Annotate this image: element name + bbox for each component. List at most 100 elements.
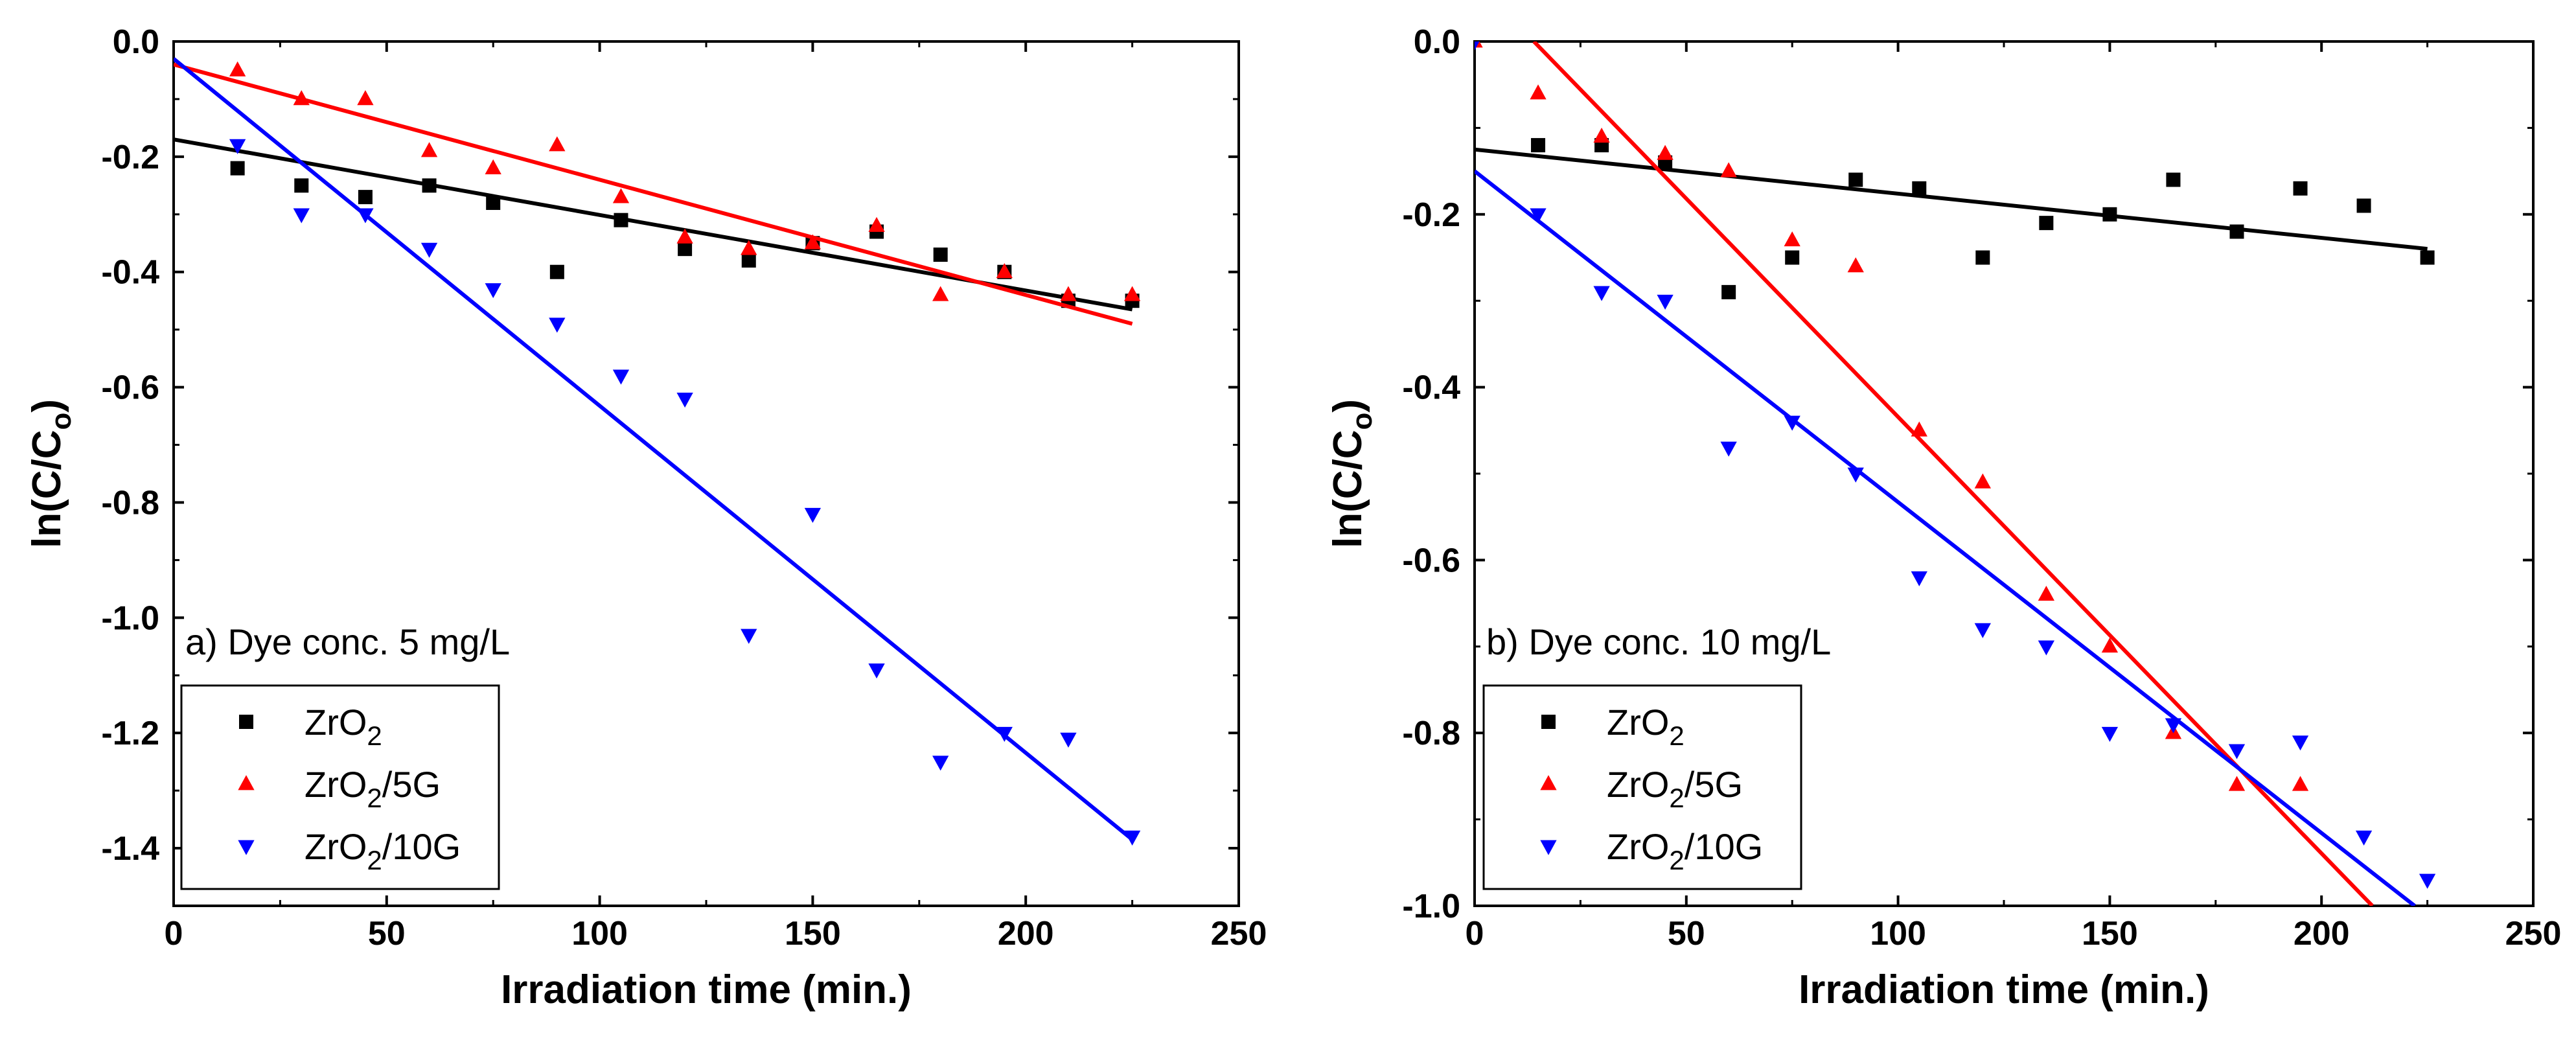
data-point [1975, 250, 1990, 265]
data-point [612, 369, 630, 385]
legend: ZrO2 ZrO2/5G ZrO2/10G [180, 684, 500, 890]
data-point [804, 507, 822, 524]
data-point [1657, 294, 1673, 310]
x-tick-label: 100 [571, 915, 628, 952]
data-point [2166, 172, 2181, 187]
data-point [486, 196, 501, 211]
data-point [1720, 162, 1737, 178]
legend-label: ZrO2/10G [305, 826, 461, 875]
x-tick-label: 200 [998, 915, 1054, 952]
data-point [549, 317, 566, 333]
x-axis-title: Irradiation time (min.) [501, 967, 912, 1012]
data-point [420, 142, 438, 157]
x-tick-label: 200 [2294, 915, 2350, 952]
legend-box [180, 684, 500, 890]
fit-line-zro2-10g [174, 57, 1134, 842]
data-point [2293, 181, 2308, 196]
data-point [741, 253, 756, 268]
legend-label: ZrO2/10G [1607, 826, 1763, 875]
data-point [1060, 732, 1077, 748]
y-axis-title-main: ln(C/C [25, 430, 69, 549]
data-point [1530, 84, 1547, 100]
x-tick-label: 100 [1870, 915, 1926, 952]
data-point [2355, 830, 2373, 846]
panel-a: 0 50 100 150 200 250 0.0 -0.2 -0.4 -0.6 -0.8 -1.0 -1… [25, 23, 1267, 1012]
data-point [293, 90, 310, 106]
data-point [230, 161, 245, 176]
x-tick-label: 250 [1211, 915, 1267, 952]
data-point [2292, 735, 2309, 751]
y-tick-label: -0.4 [101, 254, 159, 292]
fit-line-zro2-5g [174, 62, 1133, 326]
x-tick-label: 50 [1668, 915, 1705, 952]
data-point [2038, 586, 2055, 601]
data-point [2229, 224, 2244, 239]
legend-label: ZrO2 [1607, 702, 1685, 751]
data-point [2101, 638, 2119, 653]
data-point [2419, 873, 2436, 889]
data-point [932, 286, 949, 301]
y-tick-label: -1.0 [1402, 888, 1460, 925]
data-point [614, 213, 628, 227]
data-point [422, 178, 437, 193]
panel-b: 0 50 100 150 200 250 0.0 -0.2 -0.4 -0.6 -0.8 -1.0 Ir… [1326, 23, 2561, 1012]
y-axis-title-sub: o [1346, 413, 1378, 430]
data-point [229, 139, 246, 154]
y-tick-label: -0.6 [101, 369, 159, 407]
data-point [1123, 286, 1141, 301]
data-point [1123, 830, 1141, 846]
y-tick-label: 0.0 [1414, 23, 1460, 61]
x-tick-label: 0 [165, 915, 183, 952]
x-tick-label: 150 [785, 915, 841, 952]
data-point [2101, 726, 2119, 742]
y-tick-label: -1.0 [101, 599, 159, 637]
data-point [1847, 467, 1864, 483]
data-point [357, 90, 374, 106]
data-point [2420, 250, 2435, 265]
data-point [549, 136, 566, 152]
data-point [868, 663, 885, 679]
y-tick-label: -0.8 [101, 484, 159, 522]
data-point [1593, 286, 1610, 301]
fit-line-zro2-10g [1475, 169, 2416, 906]
data-point [1847, 257, 1864, 273]
data-point [485, 283, 501, 299]
data-point [2102, 207, 2117, 222]
data-point [676, 228, 693, 244]
legend-marker [238, 840, 255, 855]
data-point [612, 188, 630, 203]
y-axis-title-main: ln(C/C [1326, 430, 1370, 549]
y-tick-label: -0.2 [1402, 196, 1460, 234]
y-tick-label: -1.2 [101, 715, 159, 752]
y-tick-label: -1.4 [101, 830, 159, 868]
panel-label: a) Dye conc. 5 mg/L [185, 621, 510, 662]
y-tick-label: -0.2 [101, 139, 159, 176]
data-point [676, 393, 693, 408]
data-point [358, 190, 373, 205]
data-point [868, 216, 885, 232]
data-point [2356, 198, 2371, 213]
data-point [996, 726, 1013, 742]
data-point [1721, 284, 1736, 299]
data-point [294, 178, 309, 193]
plot-area [174, 57, 1141, 846]
data-point [229, 61, 246, 76]
x-tick-label: 250 [2505, 915, 2562, 952]
plot-area [1475, 41, 2436, 906]
data-point [357, 208, 374, 224]
data-point [1593, 127, 1610, 143]
data-point [996, 262, 1013, 279]
y-axis-title-close: ) [25, 399, 69, 413]
x-axis-title: Irradiation time (min.) [1799, 967, 2209, 1012]
data-point [2228, 776, 2246, 791]
legend-label: ZrO2 [305, 702, 382, 751]
legend-marker [1540, 775, 1557, 790]
legend: ZrO2 ZrO2/5G ZrO2/10G [1482, 684, 1802, 890]
y-tick-label: 0.0 [113, 23, 159, 61]
data-point [293, 208, 310, 224]
y-axis-title-sub: o [45, 413, 77, 430]
data-point [1974, 473, 1991, 489]
fit-line-zro2 [1475, 147, 2428, 251]
legend-marker [238, 775, 255, 790]
